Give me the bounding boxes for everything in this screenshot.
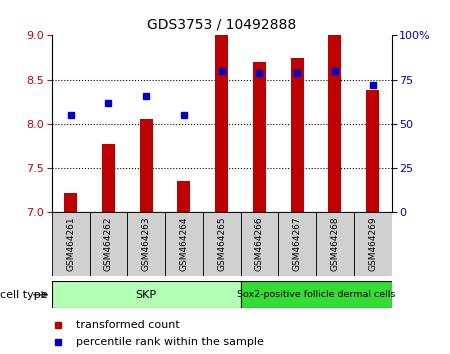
Bar [90,212,127,276]
Text: Sox2-positive follicle dermal cells: Sox2-positive follicle dermal cells [237,290,395,299]
Bar [102,144,115,212]
Title: GDS3753 / 10492888: GDS3753 / 10492888 [147,17,296,32]
Text: GSM464262: GSM464262 [104,216,113,271]
Bar [52,212,90,276]
Text: GSM464268: GSM464268 [330,216,339,271]
Text: GSM464269: GSM464269 [368,216,377,271]
Bar [64,193,77,212]
Bar [278,212,316,276]
Text: GSM464266: GSM464266 [255,216,264,271]
Bar [240,212,278,276]
Bar [52,281,240,308]
Text: GSM464267: GSM464267 [292,216,302,271]
Bar [177,181,190,212]
Text: cell type: cell type [0,290,47,300]
Bar [366,90,379,212]
Bar [127,212,165,276]
Text: percentile rank within the sample: percentile rank within the sample [76,337,264,347]
Bar [203,212,240,276]
Bar [328,35,342,212]
Text: GSM464265: GSM464265 [217,216,226,271]
Bar [140,119,153,212]
Text: GSM464263: GSM464263 [142,216,151,271]
Text: transformed count: transformed count [76,320,180,330]
Bar [354,212,392,276]
Text: SKP: SKP [135,290,157,300]
Bar [165,212,203,276]
Bar [215,35,228,212]
Text: GSM464264: GSM464264 [180,216,189,271]
Bar [291,57,304,212]
Text: GSM464261: GSM464261 [66,216,75,271]
Bar [253,62,266,212]
Bar [316,212,354,276]
Bar [240,281,392,308]
